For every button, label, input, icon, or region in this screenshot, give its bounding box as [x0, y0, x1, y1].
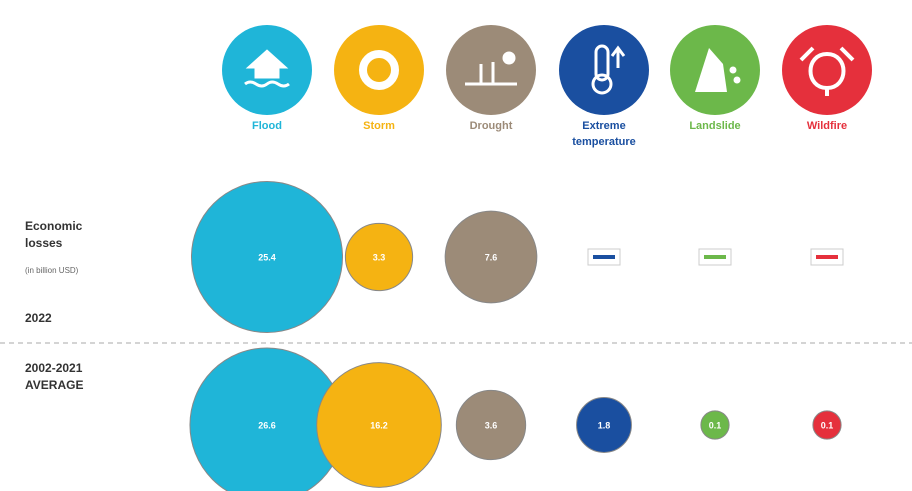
bubble — [344, 222, 414, 292]
category-label: Extreme temperature — [572, 120, 636, 148]
value-label: 3.3 — [373, 252, 386, 262]
glyph — [729, 66, 737, 74]
glyph — [245, 49, 289, 79]
category-icon — [446, 25, 536, 115]
glyph — [375, 66, 383, 74]
category-label: Wildfire — [806, 120, 848, 132]
no-data-dash — [593, 255, 615, 259]
glyph — [594, 44, 610, 82]
bubble — [455, 389, 527, 461]
value-label: 25.4 — [258, 252, 276, 262]
icon-glyph — [695, 48, 741, 92]
value-label: 1.8 — [598, 420, 611, 430]
glyph — [244, 80, 290, 88]
category-label: Storm — [363, 120, 395, 132]
value-label: 0.1 — [821, 420, 834, 430]
icon-glyph — [244, 49, 290, 88]
value-label: 7.6 — [485, 252, 498, 262]
glyph — [610, 45, 626, 68]
y-label: Economic losses — [25, 219, 83, 250]
series-label: 2002-2021 AVERAGE — [25, 361, 84, 392]
bubble — [316, 362, 442, 488]
bubble — [700, 410, 730, 440]
bubble — [190, 180, 344, 334]
category-icon — [782, 25, 872, 115]
glyph — [359, 50, 399, 90]
category-label: Drought — [469, 120, 513, 132]
no-data-dash — [704, 255, 726, 259]
bubble — [576, 397, 632, 453]
glyph — [799, 46, 855, 96]
category-label: Landslide — [689, 120, 741, 132]
icon-glyph — [591, 44, 626, 95]
unit-label: (in billion USD) — [25, 266, 79, 275]
category-icon — [559, 25, 649, 115]
glyph — [733, 76, 741, 84]
glyph — [695, 48, 727, 92]
bubble — [444, 210, 538, 304]
value-label: 3.6 — [485, 420, 498, 430]
series-label: 2022 — [25, 311, 52, 325]
value-label: 26.6 — [258, 420, 276, 430]
icon-glyph — [359, 50, 399, 90]
glyph — [502, 51, 516, 65]
icon-glyph — [799, 46, 855, 96]
category-label: Flood — [252, 120, 282, 132]
bubble — [812, 410, 842, 440]
icon-glyph — [465, 51, 517, 86]
value-label: 16.2 — [370, 420, 388, 430]
glyph — [465, 62, 517, 86]
value-label: 0.1 — [709, 420, 722, 430]
no-data-dash — [816, 255, 838, 259]
glyph — [591, 73, 613, 95]
